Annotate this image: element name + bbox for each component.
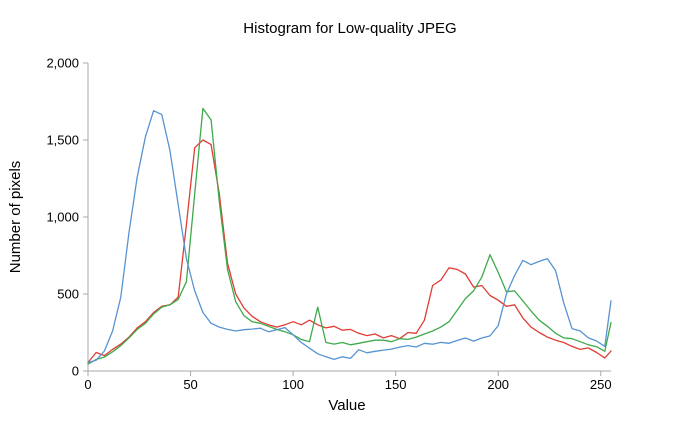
- series-line-green-channel: [87, 107, 612, 365]
- plot-area: 0 50 100 150 200 250 0 500 1,000 1,500 2,000: [46, 56, 612, 392]
- x-tick-label: 0: [84, 377, 91, 392]
- chart-title: Histogram for Low-quality JPEG: [243, 20, 456, 37]
- series-line-red-channel: [87, 139, 612, 364]
- x-tick-label: 200: [487, 377, 509, 392]
- y-tick-label: 500: [57, 287, 79, 302]
- series-line-blue-channel: [87, 110, 612, 364]
- x-tick-label: 250: [590, 377, 612, 392]
- y-tick-label: 1,000: [46, 210, 79, 225]
- x-tick-label: 100: [282, 377, 304, 392]
- y-tick-label: 2,000: [46, 56, 79, 71]
- y-tick-label: 0: [72, 364, 79, 379]
- x-tick-label: 150: [385, 377, 407, 392]
- y-axis-title: Number of pixels: [7, 161, 24, 274]
- y-tick-label: 1,500: [46, 133, 79, 148]
- x-tick-label: 50: [183, 377, 197, 392]
- x-axis-title: Value: [328, 397, 365, 414]
